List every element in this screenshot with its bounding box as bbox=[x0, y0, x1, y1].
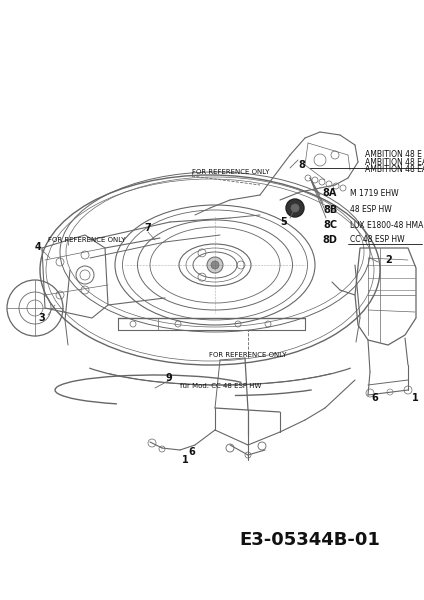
Text: 4: 4 bbox=[35, 242, 42, 252]
Text: 3: 3 bbox=[39, 313, 45, 323]
Text: 8B: 8B bbox=[323, 205, 337, 215]
Text: CC 48 ESP HW: CC 48 ESP HW bbox=[350, 235, 404, 245]
Text: AMBITION 48 E HW ,: AMBITION 48 E HW , bbox=[365, 151, 424, 160]
Text: FOR REFERENCE ONLY: FOR REFERENCE ONLY bbox=[209, 352, 287, 358]
Text: 8A: 8A bbox=[323, 188, 337, 198]
Text: 1: 1 bbox=[181, 455, 188, 465]
Text: AMBITION 48 EA HW-CH: AMBITION 48 EA HW-CH bbox=[365, 164, 424, 173]
Circle shape bbox=[291, 204, 299, 212]
Text: 6: 6 bbox=[189, 447, 195, 457]
Text: 7: 7 bbox=[145, 223, 151, 233]
Text: 5: 5 bbox=[281, 217, 287, 227]
Text: 1: 1 bbox=[412, 393, 418, 403]
Text: E3-05344B-01: E3-05344B-01 bbox=[240, 531, 380, 549]
Text: 8C: 8C bbox=[323, 220, 337, 230]
Circle shape bbox=[207, 257, 223, 273]
Text: 48 ESP HW: 48 ESP HW bbox=[350, 205, 392, 214]
Text: M 1719 EHW: M 1719 EHW bbox=[350, 188, 399, 197]
Circle shape bbox=[211, 261, 219, 269]
Text: FOR REFERENCE ONLY: FOR REFERENCE ONLY bbox=[192, 169, 270, 175]
Text: LUX E1800-48 HMA: LUX E1800-48 HMA bbox=[350, 220, 424, 229]
Text: 9: 9 bbox=[165, 373, 172, 383]
Text: 8D: 8D bbox=[323, 235, 338, 245]
Text: 8: 8 bbox=[298, 160, 305, 170]
Text: FOR REFERENCE ONLY: FOR REFERENCE ONLY bbox=[48, 237, 126, 243]
Text: AMBITION 48 EA HW ,: AMBITION 48 EA HW , bbox=[365, 157, 424, 166]
Circle shape bbox=[286, 199, 304, 217]
Text: 6: 6 bbox=[371, 393, 378, 403]
Text: 2: 2 bbox=[385, 255, 392, 265]
Text: für Mod. CC 48 ESP HW: für Mod. CC 48 ESP HW bbox=[180, 383, 261, 389]
